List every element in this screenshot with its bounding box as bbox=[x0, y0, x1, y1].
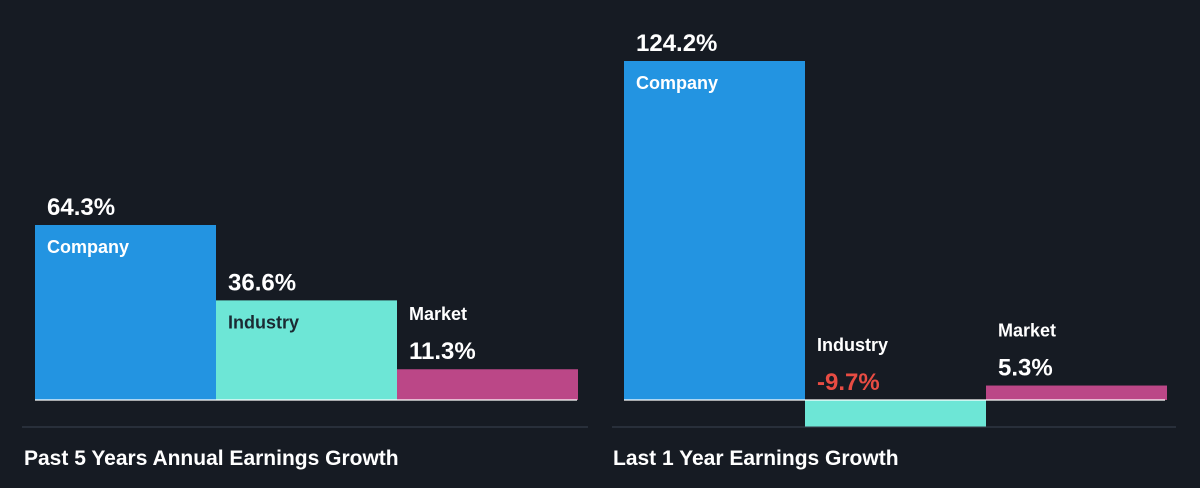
past-5-years-industry-category-label: Industry bbox=[228, 312, 299, 332]
last-1-year-company-category-label: Company bbox=[636, 73, 718, 93]
last-1-year-market-value-label: 5.3% bbox=[998, 355, 1053, 382]
past-5-years-market-value-label: 11.3% bbox=[409, 338, 476, 365]
last-1-year-company-value-label: 124.2% bbox=[636, 30, 717, 57]
last-1-year-industry-category-label: Industry bbox=[817, 335, 888, 355]
last-1-year-panel: Company 124.2% Industry -9.7% Market 5.3% Last… bbox=[612, 30, 1176, 470]
last-1-year-market-bar bbox=[986, 385, 1167, 400]
past-5-years-industry-bar bbox=[216, 300, 397, 400]
last-1-year-title: Last 1 Year Earnings Growth bbox=[613, 447, 899, 470]
past-5-years-company-category-label: Company bbox=[47, 237, 129, 257]
past-5-years-market-category-label: Market bbox=[409, 304, 467, 324]
last-1-year-industry-value-label: -9.7% bbox=[817, 369, 880, 396]
last-1-year-company-bar bbox=[624, 61, 805, 400]
past-5-years-company-value-label: 64.3% bbox=[47, 194, 115, 221]
past-5-years-market-bar bbox=[397, 369, 578, 400]
past-5-years-panel: Company 64.3% Industry 36.6% Market 11.3% Past… bbox=[22, 194, 588, 470]
past-5-years-company-bar bbox=[35, 225, 216, 400]
last-1-year-industry-bar bbox=[805, 400, 986, 427]
past-5-years-title: Past 5 Years Annual Earnings Growth bbox=[24, 447, 399, 470]
last-1-year-market-category-label: Market bbox=[998, 321, 1056, 341]
past-5-years-industry-value-label: 36.6% bbox=[228, 269, 296, 296]
